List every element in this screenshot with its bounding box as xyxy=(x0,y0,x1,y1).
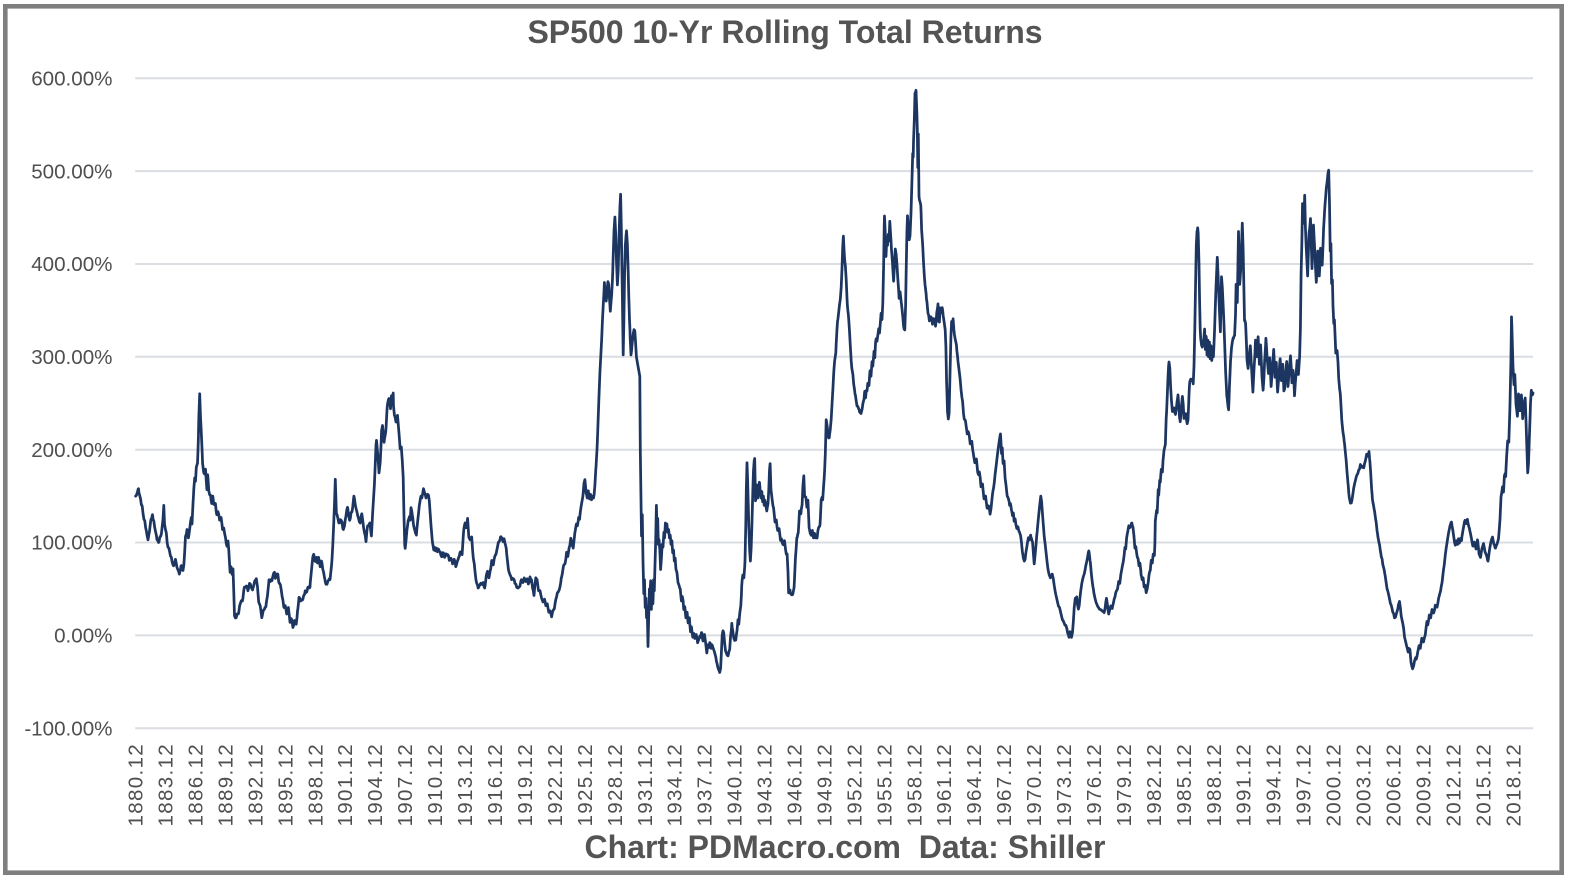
svg-text:1973.12: 1973.12 xyxy=(1053,743,1076,827)
svg-text:1952.12: 1952.12 xyxy=(843,743,866,827)
svg-text:0.00%: 0.00% xyxy=(54,625,112,648)
svg-text:1895.12: 1895.12 xyxy=(274,743,297,827)
svg-text:600.00%: 600.00% xyxy=(31,68,112,91)
svg-text:1928.12: 1928.12 xyxy=(604,743,627,827)
svg-text:1940.12: 1940.12 xyxy=(724,743,747,827)
svg-text:1922.12: 1922.12 xyxy=(544,743,567,827)
svg-text:2018.12: 2018.12 xyxy=(1502,743,1525,827)
svg-text:1886.12: 1886.12 xyxy=(185,743,208,827)
svg-text:1997.12: 1997.12 xyxy=(1293,743,1316,827)
svg-text:2003.12: 2003.12 xyxy=(1353,743,1376,827)
svg-text:1988.12: 1988.12 xyxy=(1203,743,1226,827)
svg-text:1904.12: 1904.12 xyxy=(364,743,387,827)
svg-text:1958.12: 1958.12 xyxy=(903,743,926,827)
svg-text:1925.12: 1925.12 xyxy=(574,743,597,827)
svg-text:Chart: PDMacro.com Data: Shil: Chart: PDMacro.com Data: Shiller xyxy=(585,829,1106,865)
svg-text:-100.00%: -100.00% xyxy=(24,718,112,741)
svg-text:1964.12: 1964.12 xyxy=(963,743,986,827)
svg-text:2000.12: 2000.12 xyxy=(1323,743,1346,827)
svg-text:1967.12: 1967.12 xyxy=(993,743,1016,827)
svg-text:2006.12: 2006.12 xyxy=(1383,743,1406,827)
svg-text:2009.12: 2009.12 xyxy=(1412,743,1435,827)
svg-text:1985.12: 1985.12 xyxy=(1173,743,1196,827)
svg-text:1961.12: 1961.12 xyxy=(933,743,956,827)
svg-text:1982.12: 1982.12 xyxy=(1143,743,1166,827)
svg-text:2015.12: 2015.12 xyxy=(1472,743,1495,827)
svg-text:1907.12: 1907.12 xyxy=(394,743,417,827)
svg-text:1931.12: 1931.12 xyxy=(634,743,657,827)
svg-text:1892.12: 1892.12 xyxy=(244,743,267,827)
svg-text:1883.12: 1883.12 xyxy=(155,743,178,827)
svg-text:1994.12: 1994.12 xyxy=(1263,743,1286,827)
svg-text:2012.12: 2012.12 xyxy=(1442,743,1465,827)
svg-text:1910.12: 1910.12 xyxy=(424,743,447,827)
svg-text:1916.12: 1916.12 xyxy=(484,743,507,827)
svg-text:1919.12: 1919.12 xyxy=(514,743,537,827)
svg-text:1946.12: 1946.12 xyxy=(784,743,807,827)
svg-text:1898.12: 1898.12 xyxy=(304,743,327,827)
svg-text:1970.12: 1970.12 xyxy=(1023,743,1046,827)
svg-text:400.00%: 400.00% xyxy=(31,253,112,276)
svg-text:200.00%: 200.00% xyxy=(31,439,112,462)
svg-text:1943.12: 1943.12 xyxy=(754,743,777,827)
svg-text:1991.12: 1991.12 xyxy=(1233,743,1256,827)
svg-text:1955.12: 1955.12 xyxy=(873,743,896,827)
svg-text:SP500 10-Yr Rolling Total Retu: SP500 10-Yr Rolling Total Returns xyxy=(527,14,1042,50)
svg-text:100.00%: 100.00% xyxy=(31,532,112,555)
svg-text:1934.12: 1934.12 xyxy=(664,743,687,827)
svg-text:1976.12: 1976.12 xyxy=(1083,743,1106,827)
svg-text:500.00%: 500.00% xyxy=(31,160,112,183)
svg-text:1979.12: 1979.12 xyxy=(1113,743,1136,827)
svg-text:1949.12: 1949.12 xyxy=(814,743,837,827)
svg-text:300.00%: 300.00% xyxy=(31,346,112,369)
svg-text:1913.12: 1913.12 xyxy=(454,743,477,827)
svg-text:1901.12: 1901.12 xyxy=(334,743,357,827)
svg-text:1880.12: 1880.12 xyxy=(125,743,148,827)
svg-text:1937.12: 1937.12 xyxy=(694,743,717,827)
svg-text:1889.12: 1889.12 xyxy=(214,743,237,827)
